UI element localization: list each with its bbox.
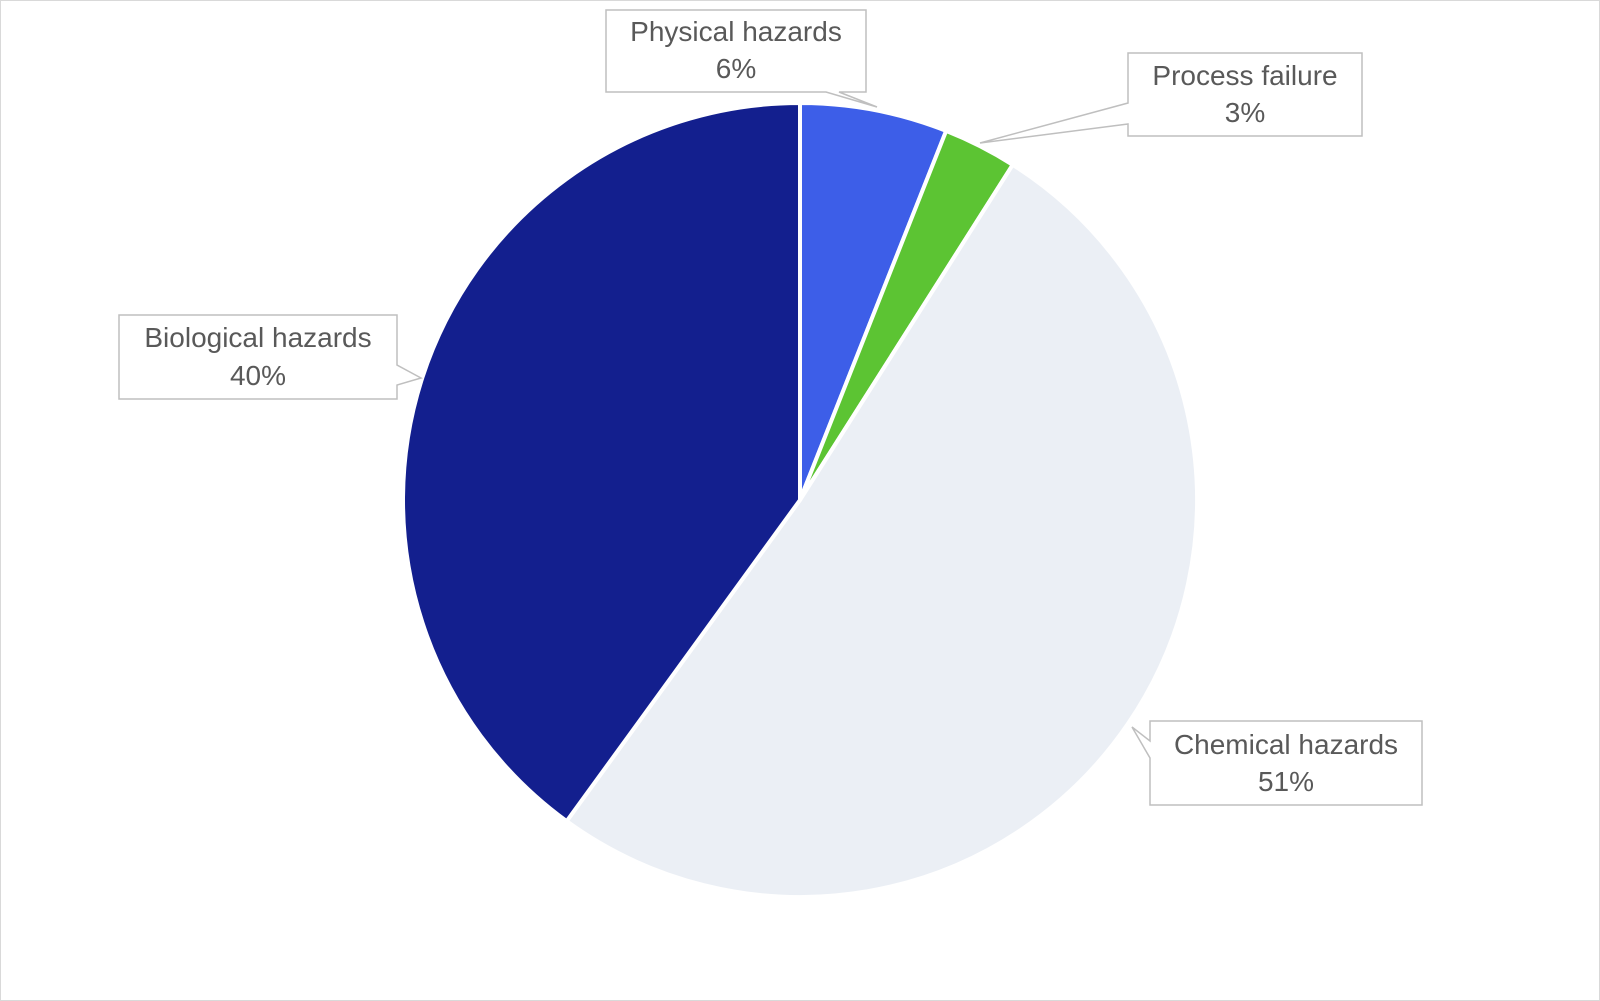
slice-label: Process failure (1152, 60, 1337, 91)
slice-value-label: 6% (716, 53, 756, 84)
slice-label: Physical hazards (630, 16, 842, 47)
slice-label: Biological hazards (144, 322, 371, 353)
pie-slices (401, 100, 1199, 900)
data-label-callouts: Physical hazards 6% Process failure 3% B… (118, 9, 1423, 806)
slice-label: Chemical hazards (1174, 729, 1398, 760)
callout-chemical-hazards: Chemical hazards 51% (1131, 720, 1423, 806)
callout-physical-hazards: Physical hazards 6% (605, 9, 878, 108)
callout-box (605, 9, 878, 108)
callout-process-failure: Process failure 3% (979, 52, 1363, 144)
slice-value-label: 40% (230, 360, 286, 391)
pie-slice-physical-hazards (798, 100, 949, 501)
pie-slice-biological-hazards (401, 100, 802, 824)
pie-slice-chemical-hazards (563, 162, 1199, 900)
callout-box (118, 314, 423, 400)
callout-box (979, 52, 1363, 144)
callout-biological-hazards: Biological hazards 40% (118, 314, 423, 400)
callout-box (1131, 720, 1423, 806)
slice-value-label: 3% (1225, 97, 1265, 128)
slice-value-label: 51% (1258, 766, 1314, 797)
